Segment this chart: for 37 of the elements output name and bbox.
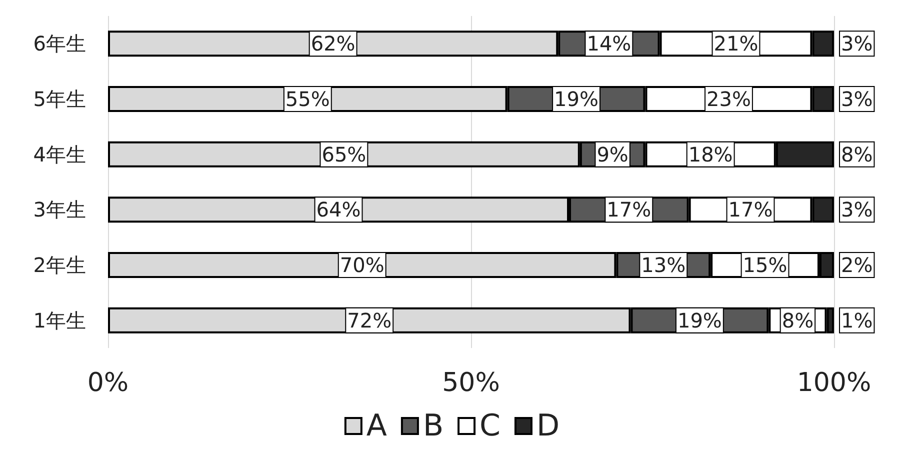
data-label: 13% (641, 253, 686, 277)
legend-label: D (536, 408, 560, 444)
legend-label: A (366, 408, 388, 444)
data-label: 8% (841, 142, 873, 166)
x-tick-label: 0% (87, 368, 129, 398)
data-label: 72% (347, 308, 392, 332)
y-tick-label: 1年生 (33, 308, 86, 332)
y-tick-label: 4年生 (33, 142, 86, 166)
data-label: 3% (841, 198, 873, 222)
y-tick-label: 2年生 (33, 253, 86, 277)
data-label: 17% (728, 198, 773, 222)
data-label: 3% (841, 32, 873, 56)
y-tick-label: 5年生 (33, 87, 86, 111)
data-label: 9% (596, 142, 628, 166)
data-label: 3% (841, 87, 873, 111)
data-label: 18% (688, 142, 733, 166)
y-tick-label: 3年生 (33, 198, 86, 222)
data-label: 14% (586, 32, 632, 56)
data-label: 70% (340, 253, 384, 277)
data-label: 1% (841, 308, 873, 332)
data-label: 19% (677, 308, 722, 332)
data-label: 64% (316, 198, 361, 222)
x-tick-label: 50% (442, 368, 500, 398)
data-label: 8% (782, 308, 814, 332)
y-tick-label: 6年生 (33, 32, 86, 56)
data-label: 62% (310, 32, 356, 56)
data-label: 55% (285, 87, 330, 111)
data-label: 2% (841, 253, 873, 277)
data-label: 15% (742, 253, 788, 277)
legend-label: C (480, 408, 500, 444)
data-label: 17% (606, 198, 652, 222)
data-label: 19% (554, 87, 598, 111)
x-tick-label: 100% (796, 368, 872, 398)
data-label: 23% (706, 87, 751, 111)
data-label: 65% (322, 142, 366, 166)
legend-label: B (422, 408, 444, 444)
data-label: 21% (714, 32, 758, 56)
